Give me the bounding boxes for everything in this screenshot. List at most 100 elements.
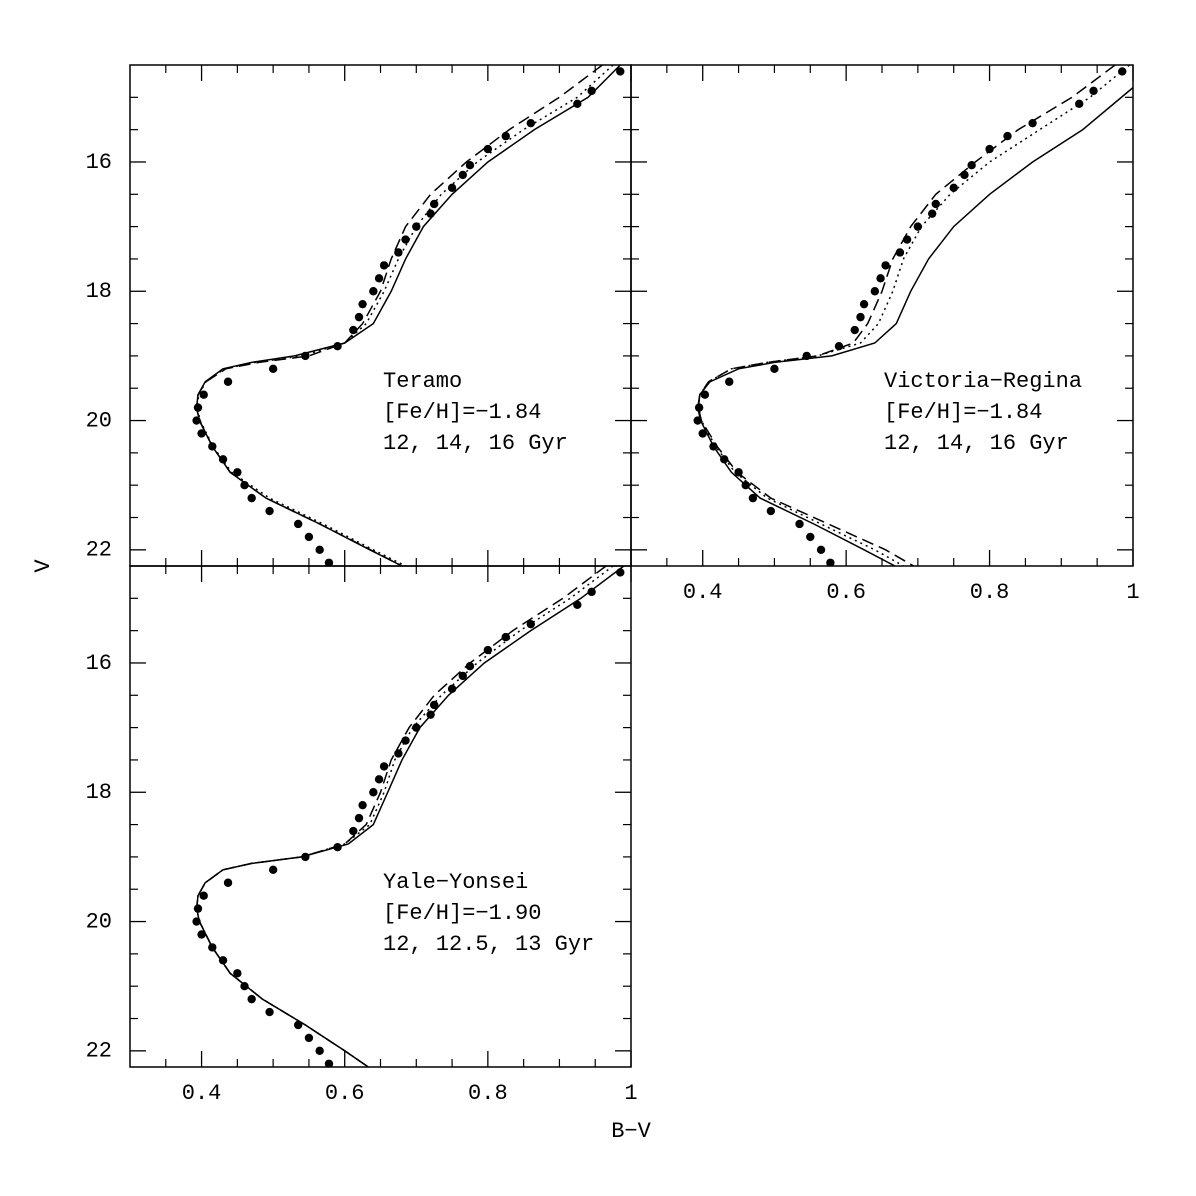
x-tick-label: 0.6 (826, 580, 866, 605)
annotation: 12, 14, 16 Gyr (383, 431, 568, 456)
data-point (876, 274, 885, 283)
data-point (429, 700, 439, 710)
data-point (223, 878, 233, 887)
data-point (324, 1059, 334, 1067)
y-tick-label: 18 (86, 279, 112, 304)
data-point (447, 183, 457, 193)
data-point (379, 261, 389, 270)
data-point (859, 299, 869, 309)
annotation: [Fe/H]=−1.84 (383, 400, 541, 425)
data-point (199, 390, 208, 399)
data-point (501, 632, 510, 642)
annotation: [Fe/H]=−1.90 (383, 901, 541, 926)
data-point (748, 493, 758, 503)
data-point (369, 287, 378, 296)
data-point (850, 325, 859, 335)
x-tick-label: 0.6 (325, 1081, 365, 1106)
data-point (401, 235, 410, 244)
data-point (881, 261, 890, 270)
data-point (587, 587, 596, 597)
data-point (218, 956, 228, 965)
data-point (197, 930, 206, 939)
isochrone-line (697, 65, 1116, 566)
x-tick-label: 0.4 (182, 1081, 222, 1106)
data-point (315, 1046, 324, 1056)
y-tick-label: 16 (86, 651, 112, 676)
data-point (616, 67, 625, 76)
y-axis-label: V (31, 559, 56, 573)
data-point (247, 994, 256, 1004)
plot-frame (129, 565, 632, 1068)
data-point (700, 390, 710, 399)
panel: 0.4 0.6 0.8 1 Victoria−Regina [Fe/H]=−1.84 12,… (630, 64, 1140, 605)
data-point (265, 1007, 274, 1017)
x-tick-label: 1 (624, 1081, 637, 1106)
data-point (354, 312, 364, 322)
data-point (770, 364, 779, 374)
data-point (1003, 131, 1012, 141)
isochrone-line (196, 65, 614, 566)
plot-frame (630, 64, 1134, 567)
data-point (354, 813, 364, 823)
data-point (1089, 86, 1098, 96)
data-point (401, 736, 410, 745)
data-point (240, 981, 249, 991)
data-point (526, 118, 535, 128)
data-point (587, 86, 596, 96)
data-point (293, 1020, 303, 1030)
data-point (247, 493, 256, 503)
data-point (913, 222, 923, 231)
x-tick-label: 0.8 (468, 1081, 508, 1106)
data-point (949, 183, 958, 193)
y-tick-label: 20 (86, 909, 112, 934)
data-point (324, 558, 334, 566)
annotation: Yale−Yonsei (383, 870, 528, 895)
isochrone-line (696, 87, 1133, 566)
data-point (193, 904, 203, 913)
data-point (293, 519, 303, 529)
y-tick-label: 16 (86, 150, 112, 175)
y-tick-label: 22 (86, 1039, 112, 1064)
data-point (268, 364, 278, 374)
data-point (960, 170, 969, 180)
isochrone-line (195, 566, 614, 1067)
data-point (358, 800, 367, 810)
data-point (233, 969, 242, 978)
y-tick-label: 18 (86, 780, 112, 805)
data-point (358, 299, 367, 309)
data-point (429, 199, 439, 209)
data-point (826, 558, 835, 566)
y-tick-label: 20 (86, 408, 112, 433)
data-point (349, 826, 358, 836)
data-point (374, 274, 384, 283)
data-point (766, 506, 776, 516)
data-point (725, 377, 734, 386)
y-tick-label: 22 (86, 538, 112, 563)
annotation: 12, 12.5, 13 Gyr (383, 932, 594, 957)
x-tick-label: 0.8 (970, 580, 1010, 605)
data-point (199, 891, 208, 900)
isochrone-line (697, 65, 1130, 566)
data-point (233, 468, 242, 477)
annotation: 12, 14, 16 Gyr (884, 431, 1069, 456)
data-point (694, 403, 704, 412)
isochrone-line (195, 566, 607, 1067)
data-point (834, 342, 844, 351)
data-point (870, 287, 880, 296)
panel: 0.4 0.6 0.8 1 16 18 20 22 Yale−Yonsei [Fe/H]=−1.9… (86, 565, 638, 1106)
data-point (374, 775, 384, 784)
data-point (816, 545, 826, 555)
data-point (223, 377, 233, 386)
data-point (304, 1033, 314, 1043)
data-point (856, 312, 865, 322)
data-point (349, 325, 358, 335)
annotation: Victoria−Regina (884, 369, 1082, 394)
data-point (806, 532, 815, 542)
data-point (985, 144, 994, 154)
data-point (268, 865, 278, 875)
data-point (795, 519, 804, 529)
data-point (1118, 67, 1127, 76)
data-point (304, 532, 314, 542)
data-point (501, 131, 510, 141)
